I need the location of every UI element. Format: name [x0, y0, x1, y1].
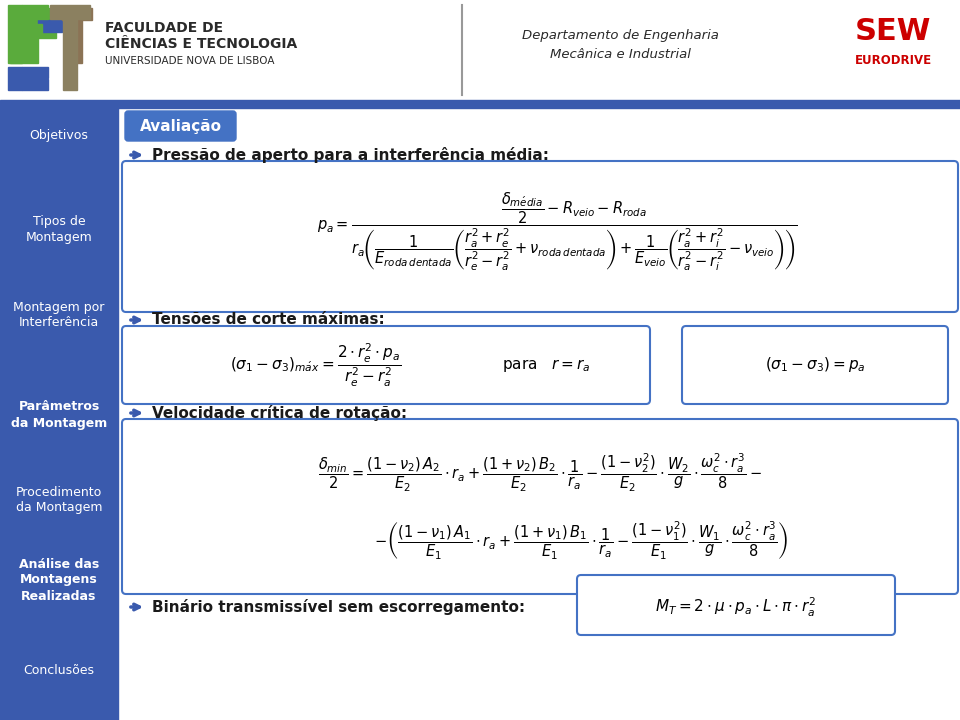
- Text: $-\left(\dfrac{(1-\nu_1)\,A_1}{E_1} \cdot r_a + \dfrac{(1+\nu_1)\,B_1}{E_1} \cdo: $-\left(\dfrac{(1-\nu_1)\,A_1}{E_1} \cdo…: [374, 520, 788, 562]
- Text: UNIVERSIDADE NOVA DE LISBOA: UNIVERSIDADE NOVA DE LISBOA: [105, 56, 275, 66]
- Bar: [0, 0, 960, 100]
- Bar: [10, 8, 38, 63]
- Text: $\left(\sigma_1 - \sigma_3\right)_{m\acute{a}x} = \dfrac{2\cdot r_e^2 \cdot p_a}: $\left(\sigma_1 - \sigma_3\right)_{m\acu…: [230, 341, 401, 389]
- FancyBboxPatch shape: [122, 419, 958, 594]
- Bar: [72, 20, 82, 63]
- Text: $M_T = 2\cdot\mu\cdot p_a\cdot L\cdot\pi\cdot r_a^2$: $M_T = 2\cdot\mu\cdot p_a\cdot L\cdot\pi…: [656, 595, 817, 618]
- Text: FACULDADE DE: FACULDADE DE: [105, 21, 223, 35]
- Bar: [8, 5, 22, 63]
- Bar: [63, 19, 77, 90]
- Text: Tipos de
Montagem: Tipos de Montagem: [26, 215, 92, 245]
- Bar: [22, 24, 42, 36]
- Text: Avaliação: Avaliação: [139, 119, 222, 133]
- Text: $\left(\sigma_1 - \sigma_3\right) = p_a$: $\left(\sigma_1 - \sigma_3\right) = p_a$: [765, 356, 865, 374]
- Text: Mecânica e Industrial: Mecânica e Industrial: [549, 48, 690, 61]
- FancyBboxPatch shape: [122, 161, 958, 312]
- Bar: [50, 5, 90, 19]
- Bar: [38, 8, 60, 20]
- Text: Montagem por
Interferência: Montagem por Interferência: [13, 300, 105, 330]
- Bar: [8, 67, 22, 90]
- Text: Tensões de corte máximas:: Tensões de corte máximas:: [152, 312, 385, 328]
- Text: Binário transmissível sem escorregamento:: Binário transmissível sem escorregamento…: [152, 599, 525, 615]
- Text: SEW: SEW: [854, 17, 931, 47]
- Bar: [38, 20, 62, 32]
- Text: Parâmetros
da Montagem: Parâmetros da Montagem: [11, 400, 108, 430]
- Bar: [62, 8, 92, 20]
- Text: Procedimento
da Montagem: Procedimento da Montagem: [15, 485, 103, 515]
- Bar: [0, 100, 960, 108]
- Text: EURODRIVE: EURODRIVE: [854, 53, 931, 66]
- Bar: [0, 108, 118, 720]
- Text: para   $r = r_a$: para $r = r_a$: [502, 356, 590, 374]
- Text: $\dfrac{\delta_{min}}{2} = \dfrac{(1-\nu_2)\,A_2}{E_2} \cdot r_a + \dfrac{(1+\nu: $\dfrac{\delta_{min}}{2} = \dfrac{(1-\nu…: [318, 451, 762, 494]
- Text: $p_a = \dfrac{\dfrac{\delta_{m\acute{e}dia}}{2} - R_{veio} - R_{roda}}{r_a\left(: $p_a = \dfrac{\dfrac{\delta_{m\acute{e}d…: [317, 190, 797, 273]
- Text: Pressão de aperto para a interferência média:: Pressão de aperto para a interferência m…: [152, 147, 549, 163]
- Bar: [38, 27, 56, 38]
- Text: Conclusões: Conclusões: [23, 664, 94, 677]
- Text: Análise das
Montagens
Realizadas: Análise das Montagens Realizadas: [19, 557, 99, 603]
- Text: Velocidade crítica de rotação:: Velocidade crítica de rotação:: [152, 405, 407, 421]
- FancyBboxPatch shape: [122, 326, 650, 404]
- Text: Objetivos: Objetivos: [30, 128, 88, 142]
- Bar: [22, 5, 48, 19]
- Text: Departamento de Engenharia: Departamento de Engenharia: [521, 29, 718, 42]
- FancyBboxPatch shape: [577, 575, 895, 635]
- FancyBboxPatch shape: [125, 111, 236, 141]
- Bar: [22, 79, 48, 90]
- FancyBboxPatch shape: [682, 326, 948, 404]
- Bar: [22, 67, 48, 78]
- Text: CIÊNCIAS E TECNOLOGIA: CIÊNCIAS E TECNOLOGIA: [105, 37, 298, 51]
